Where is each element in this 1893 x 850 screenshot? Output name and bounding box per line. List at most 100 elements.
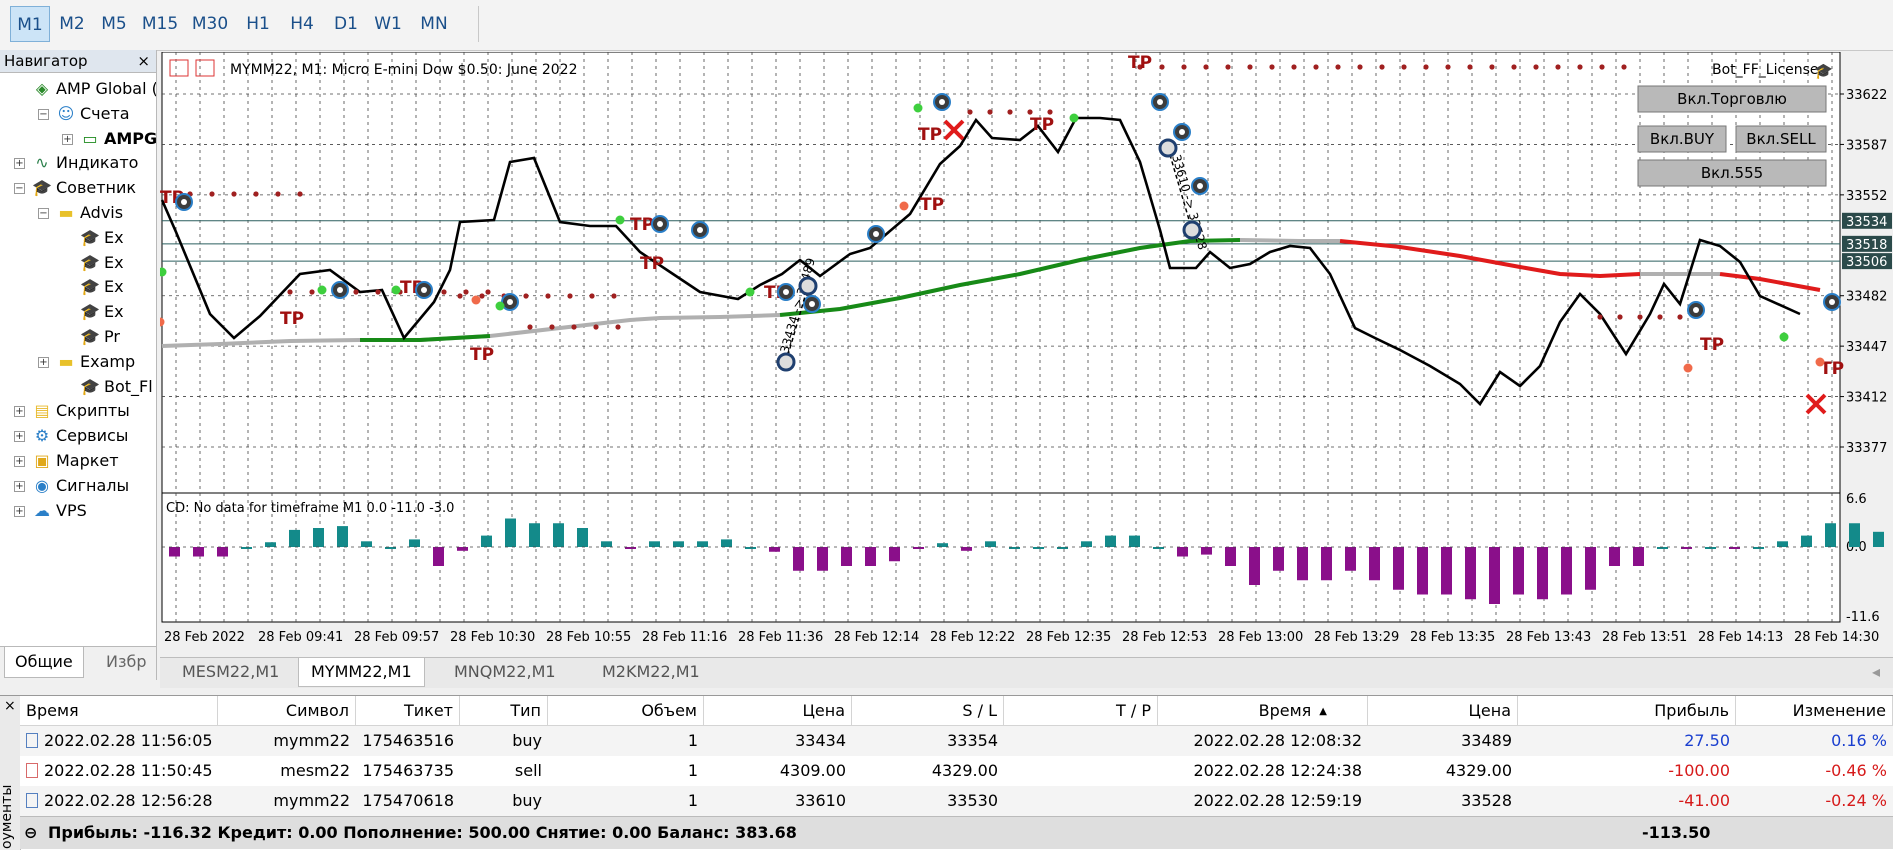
- navigator-item[interactable]: 🎓 Pr: [80, 322, 120, 352]
- tab-general[interactable]: Общие: [4, 647, 84, 678]
- timeframe-d1[interactable]: D1: [334, 14, 358, 34]
- expand-toggle-icon[interactable]: −: [38, 108, 49, 120]
- expand-toggle-icon[interactable]: +: [14, 480, 25, 492]
- table-cell-time2: 2022.02.28 12:59:19: [1158, 786, 1368, 816]
- timeframe-mn[interactable]: MN: [420, 14, 448, 34]
- navigator-item[interactable]: ☺ Счета: [56, 99, 130, 129]
- trade-signal-icon[interactable]: [1687, 301, 1705, 319]
- trade-signal-icon[interactable]: [1823, 293, 1841, 311]
- expand-toggle-icon[interactable]: +: [38, 356, 49, 368]
- column-header[interactable]: Тикет: [356, 696, 460, 726]
- close-icon[interactable]: ×: [137, 52, 150, 70]
- column-header[interactable]: Тип: [460, 696, 548, 726]
- column-header[interactable]: Цена: [1368, 696, 1518, 726]
- column-header[interactable]: Символ: [218, 696, 356, 726]
- navigator-item[interactable]: 🎓 Ex: [80, 272, 124, 302]
- scroll-left-icon[interactable]: ◂: [1872, 662, 1881, 681]
- trade-signal-icon[interactable]: [501, 293, 519, 311]
- expand-toggle-icon[interactable]: +: [14, 406, 25, 418]
- deal-marker-icon[interactable]: [1158, 138, 1178, 158]
- navigator-item[interactable]: 🎓 Ex: [80, 248, 124, 278]
- timeframe-w1[interactable]: W1: [374, 14, 402, 34]
- trade-signal-icon[interactable]: [691, 221, 709, 239]
- column-header[interactable]: Время: [20, 696, 218, 726]
- bot-button-b555[interactable]: [1637, 159, 1827, 187]
- navigator-item[interactable]: 🎓 Советник: [32, 173, 136, 203]
- cell-value: 175470618: [362, 791, 454, 810]
- chart-tab[interactable]: MNQM22,M1: [454, 662, 556, 681]
- column-header[interactable]: Объем: [548, 696, 704, 726]
- timeframe-m5[interactable]: M5: [101, 14, 127, 34]
- bot-button-sell[interactable]: [1735, 125, 1827, 153]
- trade-signal-icon[interactable]: [1173, 123, 1191, 141]
- navigator-item[interactable]: ∿ Индикато: [32, 148, 138, 178]
- trade-signal-icon[interactable]: [651, 215, 669, 233]
- expand-toggle-icon[interactable]: −: [38, 208, 49, 219]
- column-header[interactable]: Время ▲: [1158, 696, 1368, 726]
- column-header[interactable]: Прибыль: [1518, 696, 1736, 726]
- navigator-item[interactable]: ⚙ Сервисы: [32, 421, 129, 451]
- cell-value: 2022.02.28 11:56:05: [44, 731, 213, 750]
- navigator-item[interactable]: ▭ AMPG: [80, 124, 156, 154]
- chart-menu-icon[interactable]: [169, 59, 189, 77]
- table-cell-profit: 27.50: [1518, 726, 1736, 756]
- expand-toggle-icon[interactable]: +: [62, 133, 73, 145]
- trade-signal-icon[interactable]: [777, 283, 795, 301]
- trade-signal-icon[interactable]: [415, 281, 433, 299]
- timeframe-m30[interactable]: M30: [191, 14, 229, 34]
- chart-tab[interactable]: MESM22,M1: [182, 662, 280, 681]
- deal-marker-icon[interactable]: [1182, 220, 1202, 240]
- navigator-item[interactable]: ▬ Examp: [56, 347, 135, 377]
- main-chart-area[interactable]: [161, 52, 1841, 494]
- expert-hat-icon: 🎓: [1814, 62, 1833, 80]
- expert-icon: 🎓: [80, 327, 100, 346]
- navigator-item[interactable]: 🎓 Ex: [80, 297, 124, 327]
- column-header[interactable]: Изменение: [1736, 696, 1893, 726]
- price-chart[interactable]: 33622 33587 33552 33482 33447 33412 33377 33534…: [160, 52, 1893, 652]
- column-header[interactable]: S / L: [852, 696, 1004, 726]
- trade-signal-icon[interactable]: [1191, 177, 1209, 195]
- trade-signal-icon[interactable]: [803, 295, 821, 313]
- expand-toggle-icon[interactable]: −: [14, 183, 25, 195]
- navigator-item[interactable]: 🎓 Bot_Fl: [80, 372, 153, 402]
- toolbox-close-icon[interactable]: ×: [4, 698, 16, 714]
- toolbox-side-tab[interactable]: × оументы: [0, 696, 21, 850]
- tab-favorites[interactable]: Избр: [106, 652, 147, 671]
- chart-tab[interactable]: M2KM22,M1: [602, 662, 700, 681]
- navigator-item[interactable]: ☁ VPS: [32, 496, 87, 526]
- navigator-item[interactable]: ▬ Advis: [56, 198, 123, 228]
- collapse-icon[interactable]: ⊖: [24, 823, 38, 842]
- trade-signal-icon[interactable]: [867, 225, 885, 243]
- timeframe-m1[interactable]: M1: [10, 6, 50, 42]
- navigator-item[interactable]: ▤ Скрипты: [32, 396, 129, 426]
- bot-button-trade[interactable]: [1637, 85, 1827, 113]
- deal-marker-icon[interactable]: [776, 352, 796, 372]
- timeframe-m2[interactable]: M2: [59, 14, 85, 34]
- histogram-bar: [1201, 547, 1212, 555]
- chart-properties-icon[interactable]: [195, 59, 215, 77]
- expand-toggle-icon[interactable]: +: [14, 505, 25, 517]
- navigator-item[interactable]: 🎓 Ex: [80, 223, 124, 253]
- expand-toggle-icon[interactable]: +: [14, 431, 25, 443]
- trade-signal-icon[interactable]: [175, 193, 193, 211]
- deal-marker-icon[interactable]: [798, 276, 818, 296]
- trade-signal-icon[interactable]: [933, 93, 951, 111]
- trade-signal-icon[interactable]: [1151, 93, 1169, 111]
- column-header[interactable]: T / P: [1004, 696, 1158, 726]
- price-tick-label: 33587: [1846, 138, 1887, 153]
- expand-toggle-icon[interactable]: +: [14, 158, 25, 170]
- cell-value: mymm22: [273, 791, 350, 810]
- navigator-item[interactable]: ◉ Сигналы: [32, 471, 129, 501]
- trade-signal-icon[interactable]: [331, 281, 349, 299]
- histogram-bar: [361, 541, 372, 547]
- bot-button-buy[interactable]: [1637, 125, 1727, 153]
- timeframe-m15[interactable]: M15: [141, 14, 179, 34]
- navigator-item[interactable]: ◈ AMP Global (E: [32, 74, 156, 104]
- timeframe-h1[interactable]: H1: [246, 14, 270, 34]
- timeframe-h4[interactable]: H4: [290, 14, 314, 34]
- histogram-bar: [265, 542, 276, 547]
- navigator-item[interactable]: ▣ Маркет: [32, 446, 118, 476]
- chart-tab[interactable]: MYMM22,M1: [298, 658, 425, 687]
- column-header[interactable]: Цена: [704, 696, 852, 726]
- expand-toggle-icon[interactable]: +: [14, 456, 25, 467]
